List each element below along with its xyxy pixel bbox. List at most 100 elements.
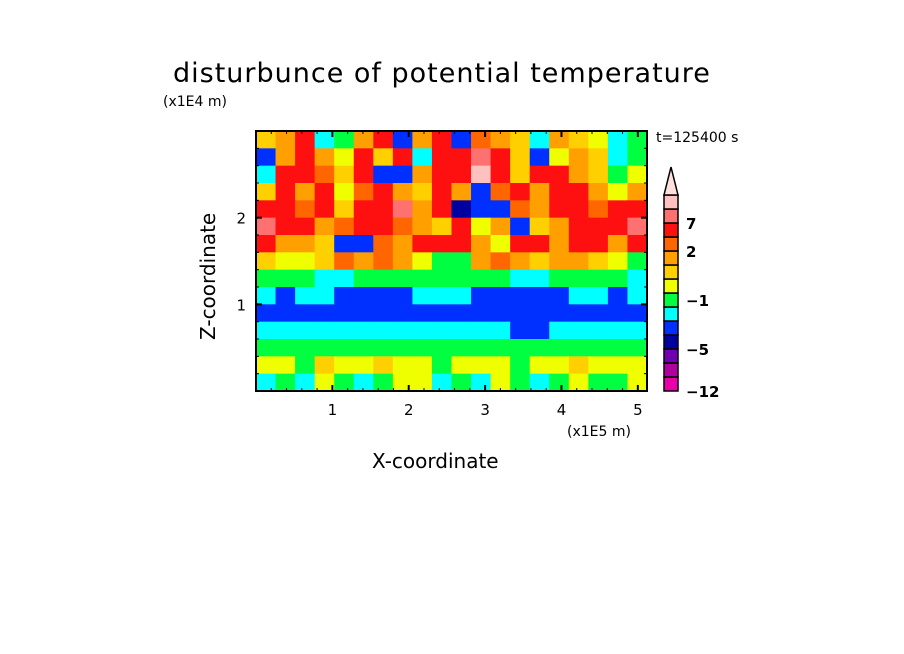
- contour-cell: [588, 217, 609, 236]
- contour-cell: [256, 287, 277, 305]
- contour-cell: [588, 373, 609, 392]
- contour-cell: [529, 304, 550, 323]
- contour-cell: [373, 165, 394, 184]
- contour-cell: [568, 148, 589, 167]
- contour-cell: [353, 148, 374, 167]
- contour-cell: [373, 183, 394, 201]
- contour-cell: [490, 235, 511, 253]
- chart-title: disturbunce of potential temperature: [173, 58, 711, 89]
- contour-cell: [490, 356, 511, 375]
- contour-cell: [392, 165, 413, 184]
- contour-cell: [510, 183, 531, 201]
- contour-cell: [451, 217, 472, 236]
- contour-cell: [275, 217, 296, 236]
- contour-cell: [549, 252, 570, 271]
- contour-cell: [431, 183, 453, 201]
- contour-cell: [607, 373, 629, 392]
- contour-cell: [490, 183, 511, 201]
- time-label: t=125400 s: [656, 130, 739, 146]
- contour-cell: [314, 200, 335, 219]
- contour-cell: [412, 373, 433, 392]
- contour-cell: [334, 183, 355, 201]
- contour-cell: [549, 217, 570, 236]
- contour-cell: [431, 217, 453, 236]
- contour-cell: [314, 373, 335, 392]
- contour-cell: [588, 339, 609, 357]
- contour-cell: [568, 339, 589, 357]
- contour-cell: [431, 200, 453, 219]
- contour-cell: [392, 287, 413, 305]
- contour-cell: [627, 356, 648, 375]
- contour-cell: [353, 165, 374, 184]
- colorbar-swatch: [663, 362, 679, 378]
- contour-cell: [588, 200, 609, 219]
- contour-cell: [392, 269, 413, 288]
- contour-cell: [392, 304, 413, 323]
- contour-cell: [392, 373, 413, 392]
- contour-cell: [607, 183, 629, 201]
- contour-cell: [392, 217, 413, 236]
- contour-cell: [275, 131, 296, 149]
- contour-cell: [510, 200, 531, 219]
- contour-cell: [295, 339, 316, 357]
- contour-cell: [295, 321, 316, 340]
- contour-cell: [314, 304, 335, 323]
- contour-cell: [431, 165, 453, 184]
- contour-cell: [490, 165, 511, 184]
- x-tick-label: 2: [404, 401, 414, 419]
- contour-cell: [295, 183, 316, 201]
- contour-cell: [353, 183, 374, 201]
- contour-cell: [353, 373, 374, 392]
- contour-cell: [412, 148, 433, 167]
- contour-cell: [392, 183, 413, 201]
- contour-cell: [529, 148, 550, 167]
- contour-cell: [392, 200, 413, 219]
- contour-cell: [295, 373, 316, 392]
- contour-cell: [353, 235, 374, 253]
- contour-cell: [275, 252, 296, 271]
- colorbar-swatch: [663, 292, 679, 308]
- colorbar-tick-label: −12: [686, 383, 719, 401]
- contour-cell: [334, 252, 355, 271]
- contour-cell: [412, 356, 433, 375]
- contour-cell: [588, 269, 609, 288]
- x-tick-label: 5: [633, 401, 643, 419]
- contour-cell: [256, 148, 277, 167]
- colorbar-swatch: [663, 250, 679, 266]
- contour-cell: [568, 183, 589, 201]
- contour-cell: [295, 287, 316, 305]
- contour-cell: [510, 131, 531, 149]
- contour-cell: [314, 183, 335, 201]
- contour-cell: [568, 356, 589, 375]
- contour-cell: [510, 252, 531, 271]
- contour-cell: [471, 148, 492, 167]
- contour-cell: [627, 165, 648, 184]
- contour-cell: [373, 304, 394, 323]
- contour-cell: [392, 252, 413, 271]
- contour-cell: [549, 339, 570, 357]
- contour-cell: [627, 321, 648, 340]
- contour-cell: [412, 321, 433, 340]
- contour-cell: [295, 252, 316, 271]
- contour-cell: [412, 235, 433, 253]
- contour-cell: [451, 131, 472, 149]
- contour-cell: [373, 287, 394, 305]
- contour-cell: [451, 200, 472, 219]
- contour-cell: [471, 217, 492, 236]
- contour-cell: [256, 131, 277, 149]
- contour-cell: [275, 148, 296, 167]
- contour-cell: [431, 252, 453, 271]
- contour-cell: [627, 148, 648, 167]
- contour-cell: [490, 148, 511, 167]
- contour-cell: [529, 269, 550, 288]
- contour-cell: [588, 356, 609, 375]
- contour-cell: [314, 321, 335, 340]
- contour-cell: [275, 235, 296, 253]
- contour-cell: [627, 287, 648, 305]
- contour-cell: [471, 183, 492, 201]
- contour-cell: [529, 131, 550, 149]
- contour-cell: [314, 217, 335, 236]
- contour-cell: [412, 183, 433, 201]
- contour-cell: [510, 321, 531, 340]
- contour-cell: [373, 148, 394, 167]
